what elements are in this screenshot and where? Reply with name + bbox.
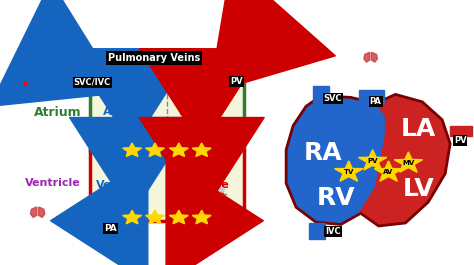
Polygon shape [335, 161, 363, 181]
Text: Atrium: Atrium [34, 106, 82, 119]
Text: Left
Ventricle: Left Ventricle [174, 169, 229, 191]
Text: Left: Left [191, 65, 219, 78]
Text: PV: PV [367, 158, 378, 164]
Text: TV: TV [344, 169, 354, 175]
Polygon shape [195, 50, 201, 60]
Polygon shape [364, 52, 370, 62]
Polygon shape [372, 52, 377, 62]
Text: PV: PV [230, 77, 243, 86]
Polygon shape [192, 143, 211, 157]
Circle shape [21, 75, 28, 81]
Text: AV: AV [383, 169, 393, 175]
Bar [450, 126, 472, 136]
Polygon shape [358, 150, 387, 170]
Polygon shape [146, 210, 164, 224]
Bar [313, 86, 329, 107]
Bar [91, 79, 245, 150]
Bar [220, 195, 224, 204]
Text: LA: LA [401, 117, 436, 141]
Polygon shape [394, 152, 423, 172]
Bar [359, 90, 383, 103]
Text: Right
Atrium: Right Atrium [103, 96, 146, 117]
Text: MV: MV [402, 160, 415, 166]
Polygon shape [30, 207, 37, 217]
Bar [91, 150, 245, 221]
Polygon shape [169, 210, 188, 224]
Polygon shape [38, 207, 45, 217]
Polygon shape [286, 96, 385, 223]
Text: Pulmonary Veins: Pulmonary Veins [108, 53, 200, 63]
Bar [218, 195, 220, 204]
Polygon shape [169, 143, 188, 157]
Polygon shape [374, 161, 403, 181]
Polygon shape [123, 210, 142, 224]
Text: PA: PA [370, 97, 382, 106]
Text: IVC: IVC [325, 227, 341, 236]
Text: Ventricle: Ventricle [25, 178, 81, 188]
Text: LV: LV [402, 176, 434, 201]
Text: Left
Atrium: Left Atrium [181, 96, 223, 117]
Text: PV: PV [454, 136, 466, 145]
Text: RV: RV [317, 186, 355, 210]
Polygon shape [202, 50, 209, 60]
Polygon shape [361, 96, 450, 226]
Text: Right: Right [109, 65, 147, 78]
Text: PA: PA [104, 224, 117, 233]
Text: SVC/IVC: SVC/IVC [73, 78, 111, 87]
Bar [309, 223, 325, 239]
Bar [24, 84, 27, 97]
Circle shape [219, 188, 224, 192]
Bar [19, 84, 23, 97]
Text: SVC: SVC [324, 94, 342, 103]
Polygon shape [123, 143, 142, 157]
Text: RA: RA [304, 142, 342, 165]
Polygon shape [192, 210, 211, 224]
Polygon shape [146, 143, 164, 157]
Text: Right
Ventricle: Right Ventricle [96, 169, 152, 191]
